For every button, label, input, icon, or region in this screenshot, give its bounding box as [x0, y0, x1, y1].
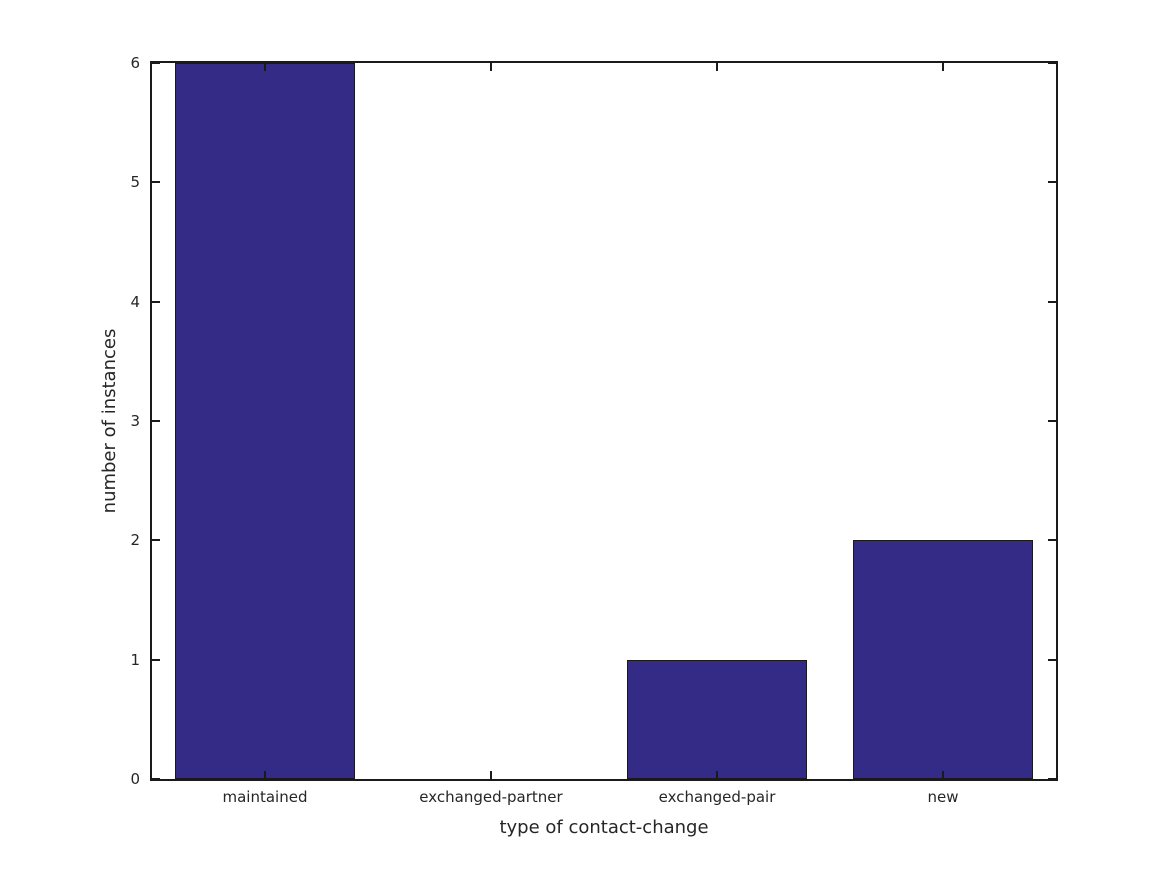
x-tick-label: new — [927, 788, 959, 806]
y-tick-right — [1048, 420, 1056, 422]
y-tick-label: 0 — [130, 770, 140, 788]
y-tick-right — [1048, 778, 1056, 780]
y-tick-right — [1048, 181, 1056, 184]
y-tick-right — [1048, 62, 1056, 64]
x-tick-bottom — [716, 771, 718, 779]
y-tick-left — [152, 300, 160, 303]
y-tick-left — [152, 420, 160, 422]
y-tick-right — [1048, 658, 1056, 661]
x-axis-label: type of contact-change — [499, 817, 709, 838]
y-tick-label: 3 — [130, 412, 140, 430]
y-tick-left — [152, 181, 160, 184]
x-tick-bottom — [490, 771, 492, 779]
bar-new — [852, 540, 1034, 779]
y-tick-left — [152, 658, 160, 661]
y-tick-right — [1048, 300, 1056, 303]
bar-maintained — [174, 63, 356, 779]
y-tick-label: 1 — [130, 650, 140, 669]
x-tick-top — [716, 63, 718, 71]
x-tick-bottom — [264, 771, 266, 779]
y-tick-left — [152, 62, 160, 64]
y-tick-label: 2 — [130, 531, 140, 550]
x-tick-top — [942, 63, 944, 71]
bar-exchanged-pair — [626, 659, 808, 779]
y-tick-label: 4 — [130, 292, 140, 311]
y-tick-label: 5 — [130, 173, 140, 192]
y-tick-left — [152, 539, 160, 542]
plot-area — [150, 61, 1058, 781]
x-tick-label: exchanged-partner — [419, 788, 563, 806]
y-tick-left — [152, 778, 160, 780]
x-tick-top — [490, 63, 492, 71]
x-tick-bottom — [942, 771, 944, 779]
y-tick-label: 6 — [130, 54, 140, 72]
y-tick-right — [1048, 539, 1056, 542]
x-tick-label: exchanged-pair — [658, 788, 776, 806]
x-tick-top — [264, 63, 266, 71]
x-tick-label: maintained — [222, 788, 308, 806]
